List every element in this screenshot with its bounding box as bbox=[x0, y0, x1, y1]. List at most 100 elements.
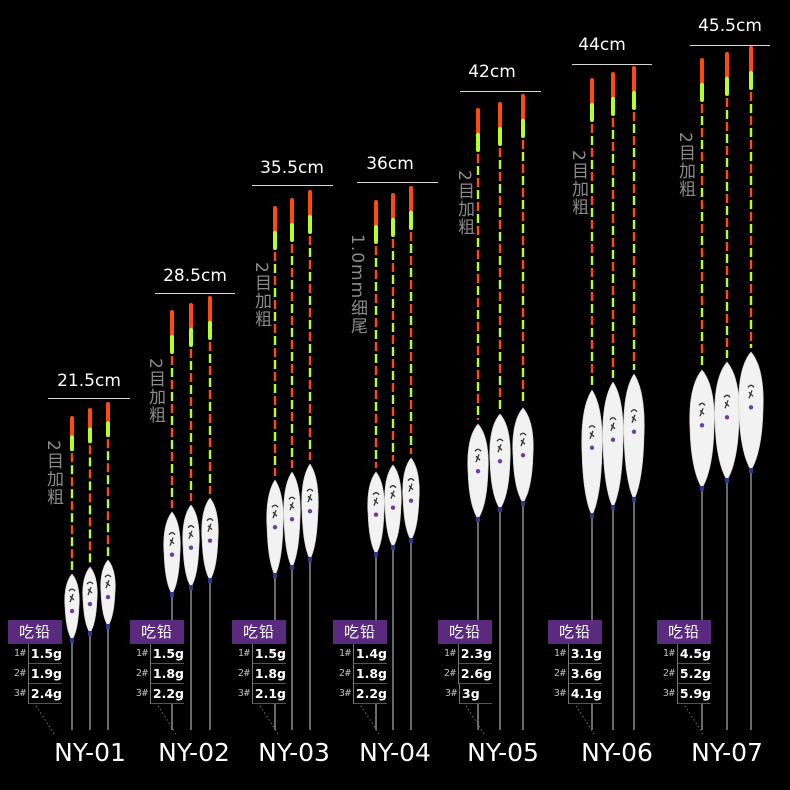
float-base-ring bbox=[632, 497, 636, 502]
brand-mark-icon bbox=[104, 574, 112, 589]
logo-dot-icon bbox=[390, 505, 396, 510]
logo-dot-icon bbox=[169, 552, 175, 557]
model-label: NY-06 bbox=[581, 738, 653, 767]
brand-mark-icon bbox=[206, 518, 214, 532]
brand-mark-icon bbox=[168, 532, 176, 546]
lead-value: 3.1g bbox=[568, 644, 602, 664]
float-body bbox=[623, 373, 645, 500]
length-label: 45.5cm bbox=[698, 16, 762, 36]
logo-dot-icon bbox=[699, 423, 705, 428]
float-body bbox=[64, 573, 80, 641]
brand-mark-icon bbox=[86, 581, 94, 596]
model-label: NY-07 bbox=[691, 738, 763, 767]
lead-row: 2# 2.6g bbox=[438, 664, 492, 684]
lead-value: 2.6g bbox=[458, 664, 492, 684]
lead-table-header: 吃铅 bbox=[438, 620, 492, 644]
float bbox=[182, 303, 200, 730]
brand-mark-icon bbox=[407, 478, 415, 492]
float-base-ring bbox=[189, 585, 193, 590]
float-base-ring bbox=[749, 468, 753, 473]
brand-mark-icon bbox=[389, 485, 397, 499]
lead-value: 4.5g bbox=[677, 644, 711, 664]
lead-index: 1# bbox=[657, 644, 678, 664]
length-rule bbox=[572, 64, 652, 65]
lead-index: 1# bbox=[130, 644, 151, 664]
float bbox=[64, 416, 80, 730]
float bbox=[82, 408, 98, 730]
float-base-ring bbox=[273, 573, 277, 578]
logo-dot-icon bbox=[408, 498, 414, 503]
float bbox=[100, 402, 116, 730]
brand-mark-icon bbox=[474, 448, 482, 463]
logo-dot-icon bbox=[610, 437, 616, 442]
lead-row: 2# 3.6g bbox=[548, 664, 602, 684]
float-group-ny-07 bbox=[684, 46, 764, 735]
brand-mark-icon bbox=[271, 504, 279, 519]
lead-value: 3g bbox=[460, 684, 492, 704]
float-body bbox=[602, 381, 624, 508]
brand-mark-icon bbox=[588, 425, 596, 439]
lead-value: 1.8g bbox=[252, 664, 286, 684]
lead-index: 3# bbox=[657, 684, 678, 704]
brand-mark-icon bbox=[747, 384, 755, 399]
lead-row: 3# 2.2g bbox=[130, 684, 184, 704]
lead-index: 2# bbox=[438, 664, 459, 684]
lead-weight-table: 吃铅 1# 4.5g 2# 5.2g 3# 5.9g bbox=[657, 620, 711, 704]
logo-dot-icon bbox=[520, 453, 526, 458]
float-body bbox=[581, 389, 603, 516]
logo-dot-icon bbox=[748, 405, 754, 410]
float-base-ring bbox=[308, 557, 312, 562]
feature-note: 2目加粗 bbox=[251, 262, 271, 328]
lead-value: 1.4g bbox=[353, 644, 387, 664]
lead-index: 2# bbox=[232, 664, 253, 684]
lead-value: 1.5g bbox=[28, 644, 62, 664]
lead-row: 2# 1.9g bbox=[8, 664, 62, 684]
logo-dot-icon bbox=[272, 525, 278, 530]
float-base-ring bbox=[725, 478, 729, 483]
model-label: NY-03 bbox=[258, 738, 330, 767]
model-label: NY-02 bbox=[158, 738, 230, 767]
float-base-ring bbox=[88, 631, 92, 636]
float-body bbox=[82, 566, 98, 634]
length-label: 28.5cm bbox=[163, 266, 227, 286]
lead-index: 3# bbox=[438, 684, 460, 704]
leader-line bbox=[465, 705, 485, 735]
feature-note: 2目加粗 bbox=[454, 170, 474, 236]
lead-row: 1# 1.5g bbox=[130, 644, 184, 664]
lead-value: 2.2g bbox=[353, 684, 387, 704]
logo-dot-icon bbox=[105, 594, 111, 600]
float-body bbox=[100, 559, 116, 627]
length-label: 21.5cm bbox=[57, 371, 121, 391]
lead-row: 3# 4.1g bbox=[548, 684, 602, 704]
float-base-ring bbox=[498, 507, 502, 512]
float bbox=[384, 193, 402, 730]
lead-row: 2# 1.8g bbox=[333, 664, 387, 684]
feature-note: 2目加粗 bbox=[43, 440, 63, 506]
lead-index: 2# bbox=[333, 664, 354, 684]
lead-table-header: 吃铅 bbox=[8, 620, 62, 644]
lead-value: 4.1g bbox=[568, 684, 602, 704]
lead-index: 1# bbox=[548, 644, 569, 664]
lead-value: 1.8g bbox=[353, 664, 387, 684]
brand-mark-icon bbox=[68, 588, 76, 603]
float-base-ring bbox=[290, 565, 294, 570]
brand-mark-icon bbox=[187, 525, 195, 539]
float-base-ring bbox=[590, 513, 594, 518]
lead-value: 1.8g bbox=[150, 664, 184, 684]
float bbox=[581, 78, 603, 730]
float bbox=[623, 66, 645, 730]
float-group-ny-01 bbox=[35, 402, 116, 735]
length-label: 35.5cm bbox=[260, 158, 324, 178]
logo-dot-icon bbox=[307, 509, 313, 514]
brand-mark-icon bbox=[630, 409, 638, 423]
lead-row: 1# 3.1g bbox=[548, 644, 602, 664]
logo-dot-icon bbox=[475, 469, 481, 474]
float bbox=[602, 72, 624, 730]
lead-index: 1# bbox=[232, 644, 253, 664]
lead-value: 1.5g bbox=[252, 644, 286, 664]
float bbox=[402, 186, 420, 730]
float bbox=[512, 94, 534, 730]
logo-dot-icon bbox=[724, 415, 730, 420]
float-base-ring bbox=[374, 552, 378, 557]
